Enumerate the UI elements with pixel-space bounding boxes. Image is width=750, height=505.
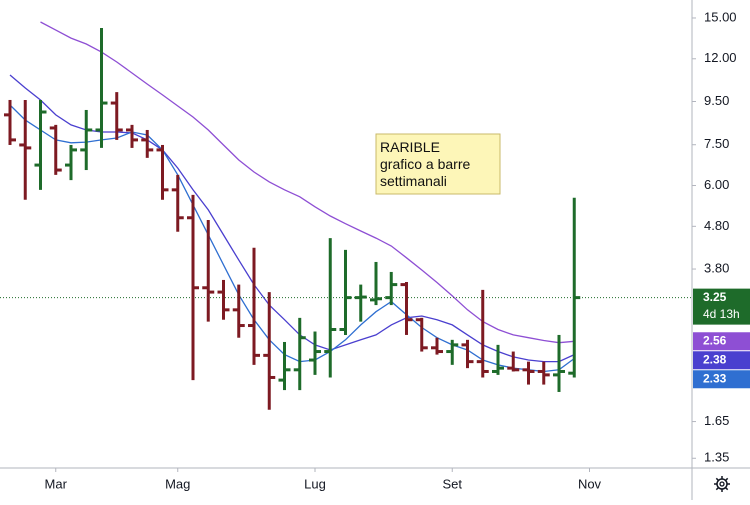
ohlc-bar <box>293 317 306 391</box>
ohlc-bar <box>232 284 245 338</box>
y-tick-label: 12.00 <box>704 50 737 65</box>
y-tick-label: 7.50 <box>704 136 729 151</box>
x-tick-label: Set <box>442 476 462 491</box>
ohlc-bar <box>126 124 138 148</box>
ohlc-bar <box>492 344 504 375</box>
ohlc-bar <box>65 144 77 181</box>
ma-price-label: 2.56 <box>703 333 727 347</box>
ohlc-bar <box>446 339 459 365</box>
x-tick-label: Mag <box>165 476 190 491</box>
ohlc-bar <box>217 279 230 320</box>
ohlc-bar <box>400 281 413 335</box>
ohlc-bar <box>370 261 382 306</box>
y-tick-label: 3.80 <box>704 260 729 275</box>
ohlc-bar <box>461 339 474 369</box>
x-tick-label: Nov <box>578 476 602 491</box>
y-tick-label: 4.80 <box>704 218 729 233</box>
plot-area <box>0 21 692 410</box>
x-tick-label: Mar <box>45 476 68 491</box>
ohlc-bar <box>4 99 16 145</box>
y-tick-label: 15.00 <box>704 9 737 24</box>
ohlc-bar <box>49 124 62 175</box>
ohlc-bar <box>34 99 47 190</box>
ohlc-bar <box>187 194 199 381</box>
ohlc-bar <box>278 341 291 391</box>
last-price-label: 3.25 <box>703 290 727 304</box>
ohlc-bar <box>202 219 215 322</box>
ohlc-bar <box>248 247 260 365</box>
last-price-tag <box>693 288 750 325</box>
ohlc-bar <box>156 144 169 200</box>
y-tick-label: 6.00 <box>704 177 729 192</box>
ohlc-bar <box>141 129 154 158</box>
ohlc-bar <box>309 331 321 375</box>
ohlc-bar <box>19 99 32 200</box>
ohlc-bar <box>537 361 550 385</box>
ohlc-bar <box>431 337 443 355</box>
ma-price-tag <box>693 370 750 389</box>
annotation-line: settimanali <box>380 173 447 189</box>
ohlc-bar <box>171 174 184 232</box>
ma-price-tag <box>693 332 750 351</box>
ma-price-label: 2.33 <box>703 371 727 385</box>
gear-hub <box>719 481 725 487</box>
ma-price-label: 2.38 <box>703 352 727 366</box>
x-tick-label: Lug <box>304 476 326 491</box>
settings-icon[interactable] <box>714 476 730 492</box>
ohlc-bar <box>476 289 489 378</box>
ma-price-tag <box>693 351 750 370</box>
ohlc-bar <box>568 197 581 378</box>
ohlc-bar <box>80 109 93 171</box>
ohlc-bar <box>110 92 123 140</box>
y-tick-label: 1.35 <box>704 450 729 465</box>
ohlc-bar <box>339 249 352 335</box>
ohlc-bar <box>507 351 520 372</box>
ohlc-bar <box>324 238 337 378</box>
moving-average-line <box>40 21 575 344</box>
gear-teeth <box>714 476 730 492</box>
countdown-label: 4d 13h <box>703 307 740 321</box>
moving-average-line <box>9 104 575 373</box>
ohlc-bar <box>95 28 108 148</box>
annotation-box <box>375 133 501 195</box>
ohlc-bar <box>415 317 428 352</box>
moving-average-line <box>9 74 575 363</box>
ohlc-bar <box>385 271 398 306</box>
ohlc-bar <box>354 284 367 322</box>
ohlc-bar <box>263 292 276 410</box>
y-tick-label: 9.50 <box>704 93 729 108</box>
ohlc-bar <box>553 334 565 392</box>
y-tick-label: 1.65 <box>704 413 729 428</box>
annotation-line: RARIBLE <box>380 139 440 155</box>
ohlc-bar <box>522 361 535 385</box>
annotation-line: grafico a barre <box>380 156 470 172</box>
